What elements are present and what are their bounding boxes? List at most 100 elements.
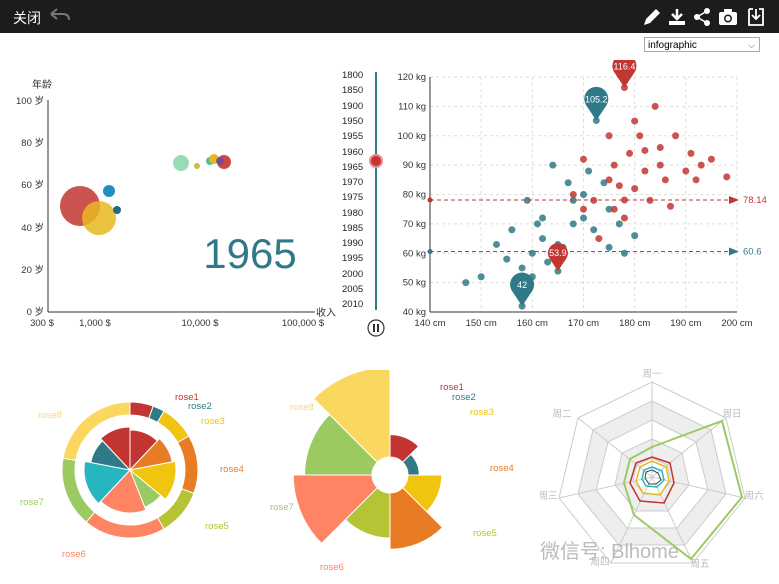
markpoint-pin	[547, 243, 568, 272]
watermark: 微信号: Blhome	[540, 541, 679, 563]
donut-label: rose6	[62, 549, 86, 560]
scatter-point	[580, 155, 587, 163]
rose-label: rose1	[440, 382, 464, 393]
pencil-icon[interactable]	[641, 6, 663, 28]
timeline-year[interactable]: 1995	[342, 253, 363, 264]
timeline-year[interactable]: 1965	[342, 162, 363, 173]
scatter-x-tick: 140 cm	[414, 318, 445, 329]
timeline-year[interactable]: 1960	[342, 147, 363, 158]
scatter-point	[641, 167, 649, 175]
share-icon[interactable]	[691, 6, 713, 28]
radar-chart: 周一 周日 周六 周五 周四 周三 周二	[540, 369, 764, 570]
rose-label: rose3	[470, 407, 494, 418]
camera-icon[interactable]	[717, 6, 739, 28]
scatter-point	[580, 205, 587, 213]
undo-icon[interactable]	[48, 6, 72, 26]
bubble-x-tick: 1,000 $	[79, 318, 111, 329]
save-image-icon[interactable]	[745, 6, 767, 28]
timeline-year[interactable]: 1850	[342, 85, 363, 96]
scatter-point	[620, 196, 628, 204]
scatter-point	[605, 243, 613, 251]
scatter-y-tick: 50 kg	[403, 278, 426, 289]
radar-series	[644, 469, 662, 485]
timeline-year[interactable]: 1970	[342, 177, 363, 188]
radar-axis-label: 周一	[642, 369, 662, 380]
radar-axis-label: 周五	[690, 559, 709, 570]
scatter-point	[692, 176, 700, 184]
scatter-point	[595, 235, 603, 243]
donut-label: rose5	[205, 521, 229, 532]
bubble-point	[194, 163, 200, 169]
rose-label: rose8	[290, 402, 314, 413]
bubble-point	[103, 185, 115, 197]
radar-series	[622, 419, 744, 561]
scatter-point	[590, 226, 598, 234]
markpoint-pin	[584, 86, 609, 121]
donut-outer-slice	[156, 410, 190, 444]
scatter-point	[569, 220, 577, 228]
bubble-chart: 年龄 0 岁 20 岁 40 岁 60 岁 80 岁 100 岁 300 $ 1…	[16, 78, 336, 329]
timeline-year[interactable]: 1900	[342, 101, 363, 112]
rose-chart: rose1 rose2 rose3 rose4 rose5 rose6 rose…	[270, 370, 514, 573]
chart-type-select[interactable]: infographic ⌵	[644, 37, 760, 52]
radar-axis-label: 周三	[540, 491, 558, 502]
scatter-point	[661, 176, 669, 184]
timeline-year[interactable]: 2000	[342, 269, 363, 280]
rose-label: rose6	[320, 562, 344, 573]
bubble-x-tick: 300 $	[30, 318, 54, 329]
rose-slice	[312, 370, 391, 463]
donut-outer-slice	[176, 435, 199, 494]
donut-outer-slice	[85, 511, 165, 539]
timeline-year[interactable]: 1980	[342, 208, 363, 219]
bubble-point	[82, 201, 116, 235]
bubble-point	[216, 157, 224, 165]
close-button[interactable]: 关闭	[13, 10, 41, 26]
timeline-year[interactable]: 2010	[342, 299, 363, 310]
timeline-year[interactable]: 1975	[342, 192, 363, 203]
pause-button[interactable]	[367, 319, 385, 337]
scatter-x-tick: 150 cm	[466, 318, 497, 329]
scatter-point	[503, 255, 511, 263]
download-icon[interactable]	[666, 6, 688, 28]
scatter-y-tick: 70 kg	[403, 219, 426, 230]
donut-outer-slice	[62, 401, 131, 462]
timeline-year[interactable]: 1950	[342, 116, 363, 127]
rose-label: rose4	[490, 463, 514, 474]
donut-inner-slice	[83, 460, 131, 505]
timeline-year[interactable]: 1955	[342, 131, 363, 142]
donut-label: rose2	[188, 401, 212, 412]
scatter-point	[605, 176, 613, 184]
radar-series	[641, 466, 665, 488]
scatter-point	[682, 167, 690, 175]
scatter-point	[610, 161, 618, 169]
timeline-handle[interactable]	[369, 154, 383, 168]
scatter-point	[626, 149, 634, 157]
scatter-point	[592, 116, 600, 124]
bubble-y-tick: 60 岁	[21, 179, 44, 191]
scatter-y-tick: 90 kg	[403, 160, 426, 171]
scatter-x-tick: 160 cm	[517, 318, 548, 329]
bubble-y-tick: 0 岁	[27, 306, 44, 318]
scatter-point	[641, 146, 649, 154]
scatter-point	[600, 179, 608, 187]
avg-line-label-red: 78.14	[743, 195, 767, 206]
scatter-y-tick: 120 kg	[397, 72, 426, 83]
bubble-y-tick: 20 岁	[21, 264, 44, 276]
scatter-point	[651, 102, 659, 110]
rose-label: rose2	[452, 392, 476, 403]
donut-label: rose7	[20, 497, 44, 508]
radar-series	[635, 460, 670, 496]
avg-line-arrow	[729, 195, 739, 204]
timeline-year[interactable]: 1990	[342, 238, 363, 249]
scatter-point	[493, 240, 501, 248]
timeline-year[interactable]: 1985	[342, 223, 363, 234]
bubble-y-tick: 100 岁	[16, 95, 44, 107]
timeline-year[interactable]: 2005	[342, 284, 363, 295]
scatter-point	[477, 273, 485, 281]
donut-label: rose1	[175, 392, 199, 403]
scatter-point	[666, 202, 674, 210]
scatter-y-tick: 110 kg	[398, 101, 426, 112]
min-marker-label-red: 53.9	[549, 248, 567, 258]
scatter-point	[518, 302, 526, 310]
timeline-year[interactable]: 1800	[342, 70, 363, 81]
